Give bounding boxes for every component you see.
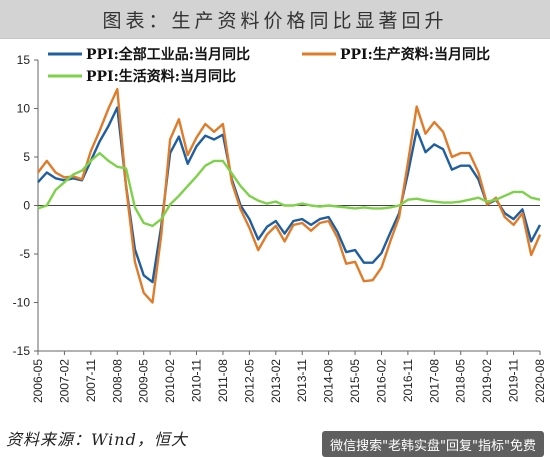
chart-area: -15 -10 -5 0 5 10 15 2006-05 2007-02 2007-11 2008-… <box>13 46 547 403</box>
x-tick-label: 2016-11 <box>401 359 415 402</box>
legend-label-1: PPI:全部工业品:当月同比 <box>86 46 250 63</box>
series-line-1 <box>37 106 542 284</box>
y-tick-label: 0 <box>23 199 30 213</box>
x-tick-label: 2017-08 <box>427 359 441 403</box>
series-line-3 <box>37 151 541 228</box>
x-tick-label: 2016-02 <box>374 359 388 403</box>
x-tick-label: 2006-05 <box>31 359 45 403</box>
y-tick-label: 10 <box>17 102 31 116</box>
y-tick-label: 5 <box>23 150 30 164</box>
x-tick-label: 2018-05 <box>454 359 468 403</box>
x-tick-label: 2020-08 <box>533 359 547 403</box>
x-tick-label: 2011-08 <box>216 359 230 402</box>
x-tick-label: 2009-05 <box>137 359 151 403</box>
x-tick-label: 2010-02 <box>163 359 177 403</box>
x-tick-label: 2010-11 <box>190 359 204 402</box>
legend-label-2: PPI:生产资料:当月同比 <box>340 46 490 63</box>
x-tick-label: 2014-08 <box>322 359 336 403</box>
chart-title-bar: 图表：生产资料价格同比显著回升 <box>0 0 550 39</box>
source-note: 资料来源：Wind，恒大 <box>6 430 188 449</box>
chart-title: 图表：生产资料价格同比显著回升 <box>102 9 448 32</box>
watermark-banner: 微信搜索"老韩实盘"回复"指标"免费 <box>322 431 544 457</box>
x-tick-label: 2012-05 <box>242 359 256 403</box>
x-tick-label: 2013-02 <box>269 359 283 403</box>
y-tick-label: 15 <box>17 53 31 67</box>
x-tick-label: 2007-02 <box>57 359 71 403</box>
x-tick-label: 2013-11 <box>295 359 309 402</box>
y-tick-label: -10 <box>13 296 31 310</box>
x-tick-label: 2007-11 <box>84 359 98 402</box>
x-tick-label: 2015-05 <box>348 359 362 403</box>
series-line-2 <box>37 87 542 304</box>
x-tick-label: 2019-11 <box>507 359 521 402</box>
y-tick-label: -5 <box>19 247 30 261</box>
x-tick-label: 2019-02 <box>480 359 494 403</box>
x-tick-label: 2008-08 <box>110 359 124 403</box>
legend-label-3: PPI:生活资料:当月同比 <box>86 68 236 85</box>
y-tick-label: -15 <box>13 344 31 358</box>
